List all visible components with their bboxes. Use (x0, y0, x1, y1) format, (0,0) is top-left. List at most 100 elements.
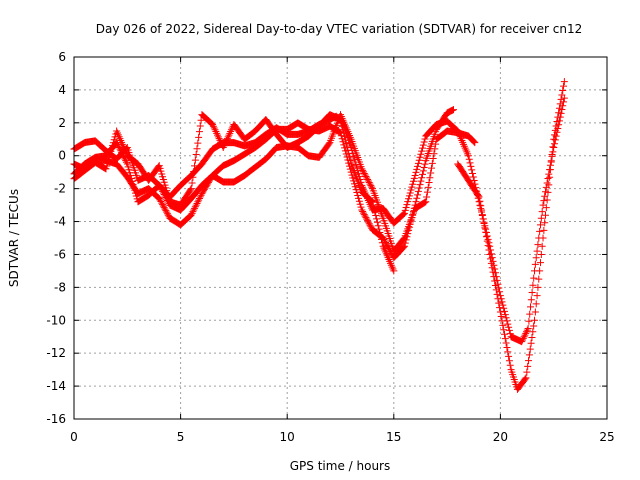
data-point-marker (407, 186, 415, 194)
data-point-marker (363, 174, 371, 182)
data-point-marker (338, 122, 346, 130)
data-point-marker (359, 208, 367, 216)
data-point-marker (194, 198, 202, 206)
data-point-marker (496, 304, 504, 312)
data-point-marker (412, 168, 420, 176)
data-point-marker (504, 320, 512, 328)
data-point-marker (350, 155, 358, 163)
data-point-marker (560, 78, 568, 86)
data-point-marker (414, 191, 422, 199)
data-point-marker (524, 362, 532, 370)
data-point-marker (360, 211, 368, 219)
data-point-marker (546, 166, 554, 174)
data-point-marker (533, 247, 541, 255)
data-point-marker (419, 170, 426, 178)
data-point-marker (359, 168, 367, 176)
data-point-marker (556, 100, 564, 108)
data-point-marker (122, 158, 130, 166)
data-point-marker (191, 203, 199, 211)
data-point-marker (540, 197, 548, 205)
axis-ticks: 0 5 10 15 20 25 -16 -14 -12 -10 -8 -6 -4 -2 0 2 4 6 (46, 50, 614, 444)
data-point-marker (364, 217, 372, 225)
data-point-marker (227, 126, 235, 134)
data-point-marker (366, 180, 374, 188)
data-point-marker (521, 375, 529, 383)
data-point-marker (372, 211, 380, 219)
data-point-marker (536, 221, 544, 229)
data-point-marker (351, 183, 359, 191)
data-point-marker (421, 198, 429, 206)
data-point-marker (132, 192, 140, 200)
data-point-marker (482, 233, 490, 241)
data-point-marker (553, 118, 561, 126)
data-point-marker (400, 210, 408, 218)
data-point-marker (432, 140, 440, 148)
data-point-marker (525, 357, 533, 365)
data-point-marker (123, 160, 131, 168)
data-point-marker (527, 303, 535, 311)
data-point-marker (421, 160, 429, 168)
y-tick-label: -16 (46, 412, 66, 426)
data-point-marker (547, 158, 555, 166)
y-tick-label: -2 (54, 182, 66, 196)
data-point-marker (489, 268, 497, 276)
y-tick-label: -6 (54, 247, 66, 261)
data-point-marker (492, 286, 500, 294)
data-point-marker (122, 157, 130, 165)
y-tick-label: 4 (58, 83, 66, 97)
data-point-marker (531, 260, 539, 268)
data-point-marker (520, 333, 528, 341)
data-point-marker (377, 232, 385, 240)
data-point-marker (491, 277, 499, 285)
data-point-marker (368, 183, 376, 191)
series-track-b (70, 106, 457, 262)
data-point-marker (129, 180, 137, 188)
data-point-marker (413, 165, 421, 173)
data-point-marker (525, 351, 533, 359)
data-point-marker (124, 163, 132, 171)
data-point-marker (357, 203, 365, 211)
data-point-marker (373, 215, 381, 223)
data-point-marker (197, 116, 205, 124)
data-point-marker (164, 211, 172, 219)
y-tick-label: 0 (58, 149, 66, 163)
data-point-marker (415, 184, 423, 192)
data-point-marker (505, 323, 513, 331)
data-point-marker (368, 198, 376, 206)
data-point-marker (378, 235, 385, 243)
data-point-marker (501, 311, 509, 319)
data-point-marker (449, 106, 457, 114)
data-point-marker (488, 264, 496, 272)
data-point-marker (505, 357, 513, 365)
data-point-marker (529, 281, 537, 289)
data-point-marker (223, 136, 231, 144)
data-point-marker (557, 95, 565, 103)
data-point-marker (410, 174, 418, 182)
data-point-marker (469, 169, 477, 177)
data-point-marker (196, 193, 204, 201)
data-point-marker (108, 145, 116, 153)
data-point-marker (156, 183, 164, 191)
data-point-marker (531, 316, 539, 324)
data-point-marker (403, 201, 411, 209)
data-point-marker (363, 215, 371, 223)
data-point-marker (384, 243, 392, 251)
data-point-marker (552, 122, 560, 130)
data-point-marker (213, 129, 221, 137)
data-point-marker (225, 131, 233, 139)
data-point-marker (531, 308, 539, 316)
data-point-marker (543, 196, 551, 204)
data-point-marker (193, 145, 201, 153)
data-point-marker (104, 156, 112, 164)
data-point-marker (428, 159, 436, 167)
x-axis-label: GPS time / hours (290, 459, 391, 473)
data-point-marker (197, 191, 205, 199)
data-point-marker (362, 214, 370, 222)
data-point-marker (545, 170, 553, 178)
data-point-marker (542, 204, 550, 212)
data-point-marker (487, 250, 495, 258)
data-point-marker (367, 196, 375, 204)
data-point-marker (186, 186, 194, 194)
data-point-marker (537, 250, 545, 258)
data-point-marker (474, 192, 482, 200)
